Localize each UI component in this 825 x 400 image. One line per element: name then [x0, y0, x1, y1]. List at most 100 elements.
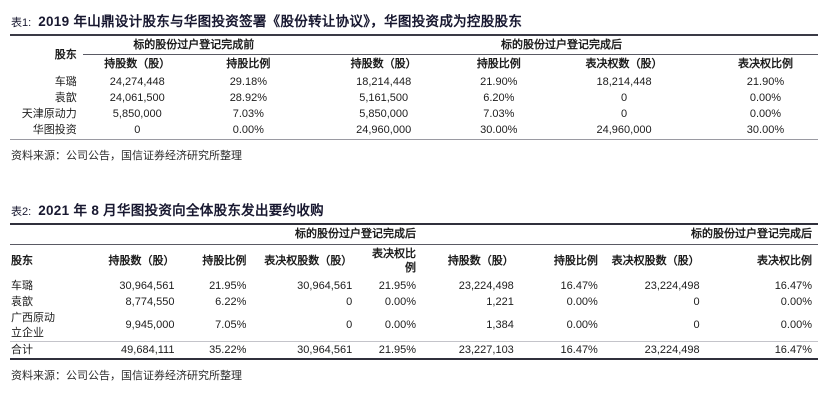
cell: 0 [693, 319, 700, 332]
table1-group-before: 标的股份过户登记完成前 [82, 35, 305, 56]
table2-heading: 2021 年 8 月华图投资向全体股东发出要约收购 [38, 202, 324, 218]
cell: 0 [620, 108, 628, 121]
row-label: 广西原动立企业 [11, 312, 55, 339]
cell: 24,960,000 [356, 124, 412, 137]
table1-label: 表1: [11, 17, 32, 29]
table2-col-header: 持股比例 [202, 255, 247, 268]
table1-col-header: 持股比例 [476, 58, 521, 71]
cell: 30,964,561 [297, 279, 353, 292]
table-row: 广西原动立企业 9,945,000 7.05% 0 0.00% 1,384 0.… [10, 310, 818, 341]
table2-column-header-row: 股东 持股数（股） 持股比例 表决权股数（股） 表决权比例 持股数（股） 持股比… [10, 245, 818, 278]
cell: 49,684,111 [68, 340, 181, 360]
cell: 0.00% [780, 319, 812, 332]
cell: 24,061,500 [109, 91, 165, 104]
cell: 23,224,498 [644, 279, 700, 292]
cell: 23,224,498 [458, 279, 514, 292]
total-row: 合计 49,684,111 35.22% 30,964,561 21.95% 2… [10, 340, 818, 360]
cell: 0.00% [384, 295, 417, 308]
cell: 16.47% [705, 340, 818, 360]
table1-column-header-row: 持股数（股） 持股比例 持股数（股） 持股比例 表决权数（股） 表决权比例 [10, 55, 818, 74]
table-row: 天津原动力 5,850,000 7.03% 5,850,000 7.03% 0 … [10, 106, 818, 122]
cell: 16.47% [560, 279, 598, 292]
table2-col-header: 持股比例 [553, 255, 598, 268]
table2-shareholder-header: 股东 [11, 255, 33, 268]
cell: 30,964,561 [252, 340, 359, 360]
row-label: 华图投资 [32, 124, 77, 137]
cell: 5,161,500 [359, 91, 409, 104]
row-label: 合计 [10, 340, 69, 360]
table1-col-header: 持股数（股） [350, 58, 417, 71]
cell: 0.00% [749, 91, 782, 104]
cell: 21.90% [746, 75, 785, 88]
cell: 7.05% [215, 319, 247, 332]
cell: 18,214,448 [356, 75, 412, 88]
cell: 1,384 [486, 319, 514, 332]
cell: 5,850,000 [112, 108, 162, 121]
source-note: 资料来源：公司公告，国信证券经济研究所整理 [11, 370, 242, 383]
row-label: 袁歆 [54, 91, 77, 104]
source-note: 资料来源：公司公告，国信证券经济研究所整理 [11, 149, 242, 162]
table2-col-header: 表决权股数（股） [264, 255, 353, 268]
table2-col-header: 持股数（股） [108, 255, 175, 268]
cell: 0 [134, 124, 141, 137]
cell: 1,221 [486, 295, 514, 308]
cell: 0 [693, 295, 700, 308]
table2-group-right: 标的股份过户登记完成后 [422, 223, 818, 246]
cell: 16.47% [519, 340, 604, 360]
cell: 0.00% [749, 108, 782, 121]
cell: 0 [620, 91, 628, 104]
cell: 23,227,103 [422, 340, 520, 360]
cell: 21.90% [480, 75, 518, 88]
table2-group-header-row: 标的股份过户登记完成后 标的股份过户登记完成后 [10, 223, 818, 246]
cell: 0.00% [566, 295, 598, 308]
cell: 21.95% [209, 279, 247, 292]
cell: 29.18% [229, 75, 267, 88]
table1-group-after: 标的股份过户登记完成后 [304, 35, 818, 56]
cell: 30.00% [746, 124, 785, 137]
row-label: 车璐 [11, 279, 33, 292]
cell: 6.22% [215, 295, 247, 308]
cell: 30.00% [480, 124, 518, 137]
cell: 6.20% [483, 91, 515, 104]
cell: 8,774,550 [125, 295, 175, 308]
cell: 21.95% [358, 340, 423, 360]
table1-group-header-row: 股东 标的股份过户登记完成前 标的股份过户登记完成后 [10, 35, 818, 61]
corner-cell [10, 223, 69, 246]
cell: 24,960,000 [596, 124, 652, 137]
cell: 23,224,498 [603, 340, 706, 360]
cell: 7.03% [483, 108, 515, 121]
cell: 28.92% [229, 91, 267, 104]
table1-col-header: 表决权比例 [737, 58, 793, 71]
cell: 9,945,000 [125, 319, 175, 332]
cell: 35.22% [180, 340, 253, 360]
cell: 24,274,448 [109, 75, 165, 88]
table-row: 车璐 30,964,561 21.95% 30,964,561 21.95% 2… [10, 278, 818, 294]
table-row: 袁歆 24,061,500 28.92% 5,161,500 6.20% 0 0… [10, 90, 818, 106]
table2-section: 表2: 2021 年 8 月华图投资向全体股东发出要约收购 标的股份过户登记完成… [10, 199, 818, 383]
cell: 5,850,000 [359, 108, 409, 121]
table2-col-header: 表决权股数（股） [611, 255, 700, 268]
table-row: 袁歆 8,774,550 6.22% 0 0.00% 1,221 0.00% 0… [10, 294, 818, 310]
cell: 18,214,448 [596, 75, 652, 88]
cell: 16.47% [774, 279, 812, 292]
cell: 0.00% [232, 124, 264, 137]
row-label: 袁歆 [11, 295, 33, 308]
cell: 0.00% [566, 319, 598, 332]
cell: 0.00% [780, 295, 812, 308]
table1-title: 表1: 2019 年山鼎设计股东与华图投资签署《股份转让协议》，华图投资成为控股… [11, 10, 817, 30]
cell: 7.03% [232, 108, 264, 121]
cell: 30,964,561 [119, 279, 175, 292]
cell: 0 [346, 295, 353, 308]
table2-label: 表2: [11, 205, 32, 218]
table1-section: 表1: 2019 年山鼎设计股东与华图投资签署《股份转让协议》，华图投资成为控股… [10, 10, 818, 163]
table1-col-header: 表决权数（股） [585, 58, 663, 71]
table2-col-header: 表决权比例 [757, 255, 812, 268]
table1: 股东 标的股份过户登记完成前 标的股份过户登记完成后 持股数（股） 持股比例 持… [10, 34, 818, 140]
table1-shareholder-header: 股东 [54, 48, 77, 61]
cell: 21.95% [378, 279, 417, 292]
cell: 0 [346, 319, 353, 332]
table2-col-header: 表决权比例 [372, 248, 417, 275]
table-row: 车璐 24,274,448 29.18% 18,214,448 21.90% 1… [10, 74, 818, 90]
table1-col-header: 持股比例 [226, 58, 271, 71]
table1-heading: 2019 年山鼎设计股东与华图投资签署《股份转让协议》，华图投资成为控股股东 [38, 14, 523, 29]
